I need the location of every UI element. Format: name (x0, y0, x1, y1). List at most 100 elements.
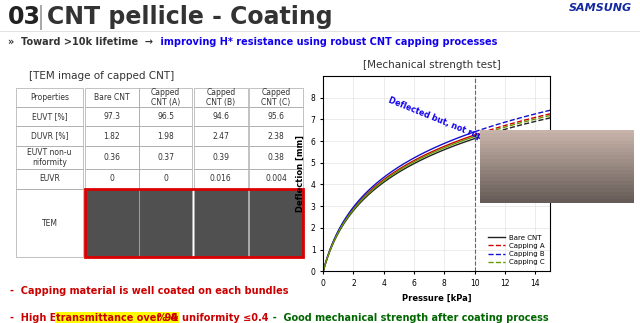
Text: Capped
CNT (A): Capped CNT (A) (151, 88, 180, 107)
Bar (249, 189, 303, 257)
Bare CNT (449, 144, 457, 148)
Text: 97.3: 97.3 (103, 112, 120, 121)
Text: Deflected but, not ruptured: Deflected but, not ruptured (387, 96, 506, 151)
Capping C (326, 248, 334, 252)
Bar (480, 148, 634, 152)
Bar (16, 126, 83, 146)
Text: 0.39: 0.39 (212, 153, 229, 162)
Bar (85, 107, 139, 126)
Text: EUVT non-u
niformity: EUVT non-u niformity (28, 148, 72, 167)
Text: 0.36: 0.36 (103, 153, 120, 162)
Bar (139, 126, 193, 146)
Bar (480, 170, 634, 174)
Capping B (323, 257, 330, 261)
Text: 0.016: 0.016 (210, 174, 232, 183)
Text: 03: 03 (8, 5, 42, 29)
Bar (249, 88, 303, 107)
Capping A (349, 207, 357, 211)
Bar (85, 189, 303, 257)
Text: 2.38: 2.38 (268, 131, 284, 141)
Bar (139, 189, 193, 257)
Legend: Bare CNT, Capping A, Capping B, Capping C: Bare CNT, Capping A, Capping B, Capping … (485, 232, 547, 268)
Text: 94.6: 94.6 (212, 112, 229, 121)
Bar (85, 169, 139, 189)
Bare CNT (471, 137, 479, 141)
Bar (139, 88, 193, 107)
Bar (85, 126, 139, 146)
Capping C (323, 258, 330, 262)
Line: Capping C: Capping C (323, 137, 475, 271)
Capping C (471, 135, 479, 139)
Bar (480, 152, 634, 155)
Bar (16, 107, 83, 126)
Capping B (319, 269, 327, 273)
Line: Bare CNT: Bare CNT (323, 139, 475, 271)
Capping A (471, 133, 479, 137)
Capping A (420, 154, 428, 158)
X-axis label: Pressure [kPa]: Pressure [kPa] (402, 294, 472, 303)
Line: Capping A: Capping A (323, 135, 475, 271)
Text: improving H* resistance using robust CNT capping processes: improving H* resistance using robust CNT… (157, 37, 497, 47)
Text: »  Toward >10k lifetime  →: » Toward >10k lifetime → (8, 37, 154, 47)
Capping C (420, 155, 428, 159)
Bar (480, 192, 634, 196)
Bar (16, 88, 83, 107)
Bar (194, 107, 248, 126)
Capping A (326, 248, 334, 252)
Text: EUVT [%]: EUVT [%] (32, 112, 67, 121)
Bare CNT (326, 249, 334, 253)
Text: 0.004: 0.004 (265, 174, 287, 183)
Bar (16, 146, 83, 169)
Bar (194, 189, 248, 257)
Text: TEM: TEM (42, 219, 58, 227)
Capping C (449, 142, 457, 146)
Capping B (471, 130, 479, 134)
Bar (194, 88, 248, 107)
Bare CNT (319, 269, 327, 273)
Bar (480, 185, 634, 188)
Text: % & uniformity ≤0.4: % & uniformity ≤0.4 (157, 313, 268, 323)
Capping A (378, 180, 385, 183)
Capping C (349, 208, 357, 212)
Text: -  Capping material is well coated on each bundles: - Capping material is well coated on eac… (10, 286, 288, 296)
Text: EUVR: EUVR (39, 174, 60, 183)
Bar (480, 141, 634, 144)
Text: 2.47: 2.47 (212, 131, 229, 141)
Bar (139, 169, 193, 189)
Text: Bare CNT: Bare CNT (94, 93, 129, 102)
Bar (16, 189, 83, 257)
Text: 0: 0 (163, 174, 168, 183)
Bar (194, 169, 248, 189)
Bar (85, 88, 139, 107)
Text: Properties: Properties (30, 93, 69, 102)
Bar (480, 133, 634, 137)
Bar (139, 146, 193, 169)
Capping C (319, 269, 327, 273)
Text: -  Good mechanical strength after coating process: - Good mechanical strength after coating… (266, 313, 548, 323)
Bar (480, 199, 634, 203)
Text: 1.98: 1.98 (157, 131, 174, 141)
Text: DUVR [%]: DUVR [%] (31, 131, 68, 141)
Text: 0.37: 0.37 (157, 153, 174, 162)
Capping B (449, 138, 457, 142)
Bare CNT (378, 182, 385, 186)
Y-axis label: Deflection [mm]: Deflection [mm] (296, 135, 305, 212)
Bar (480, 155, 634, 159)
Bare CNT (349, 209, 357, 213)
Bar (85, 189, 139, 257)
Bar (480, 137, 634, 141)
Capping A (449, 141, 457, 145)
Text: transmittance over 94: transmittance over 94 (56, 313, 178, 323)
Capping A (323, 258, 330, 262)
Text: [Mechanical strength test]: [Mechanical strength test] (363, 60, 501, 70)
Bar (194, 126, 248, 146)
Bar (16, 169, 83, 189)
Text: CNT pellicle - Coating: CNT pellicle - Coating (47, 5, 333, 29)
Bare CNT (323, 258, 330, 262)
Text: [TEM image of capped CNT]: [TEM image of capped CNT] (29, 70, 174, 80)
Text: 96.5: 96.5 (157, 112, 174, 121)
Bar (480, 130, 634, 133)
Bar (85, 146, 139, 169)
Text: 1.82: 1.82 (104, 131, 120, 141)
Text: |: | (37, 5, 45, 30)
